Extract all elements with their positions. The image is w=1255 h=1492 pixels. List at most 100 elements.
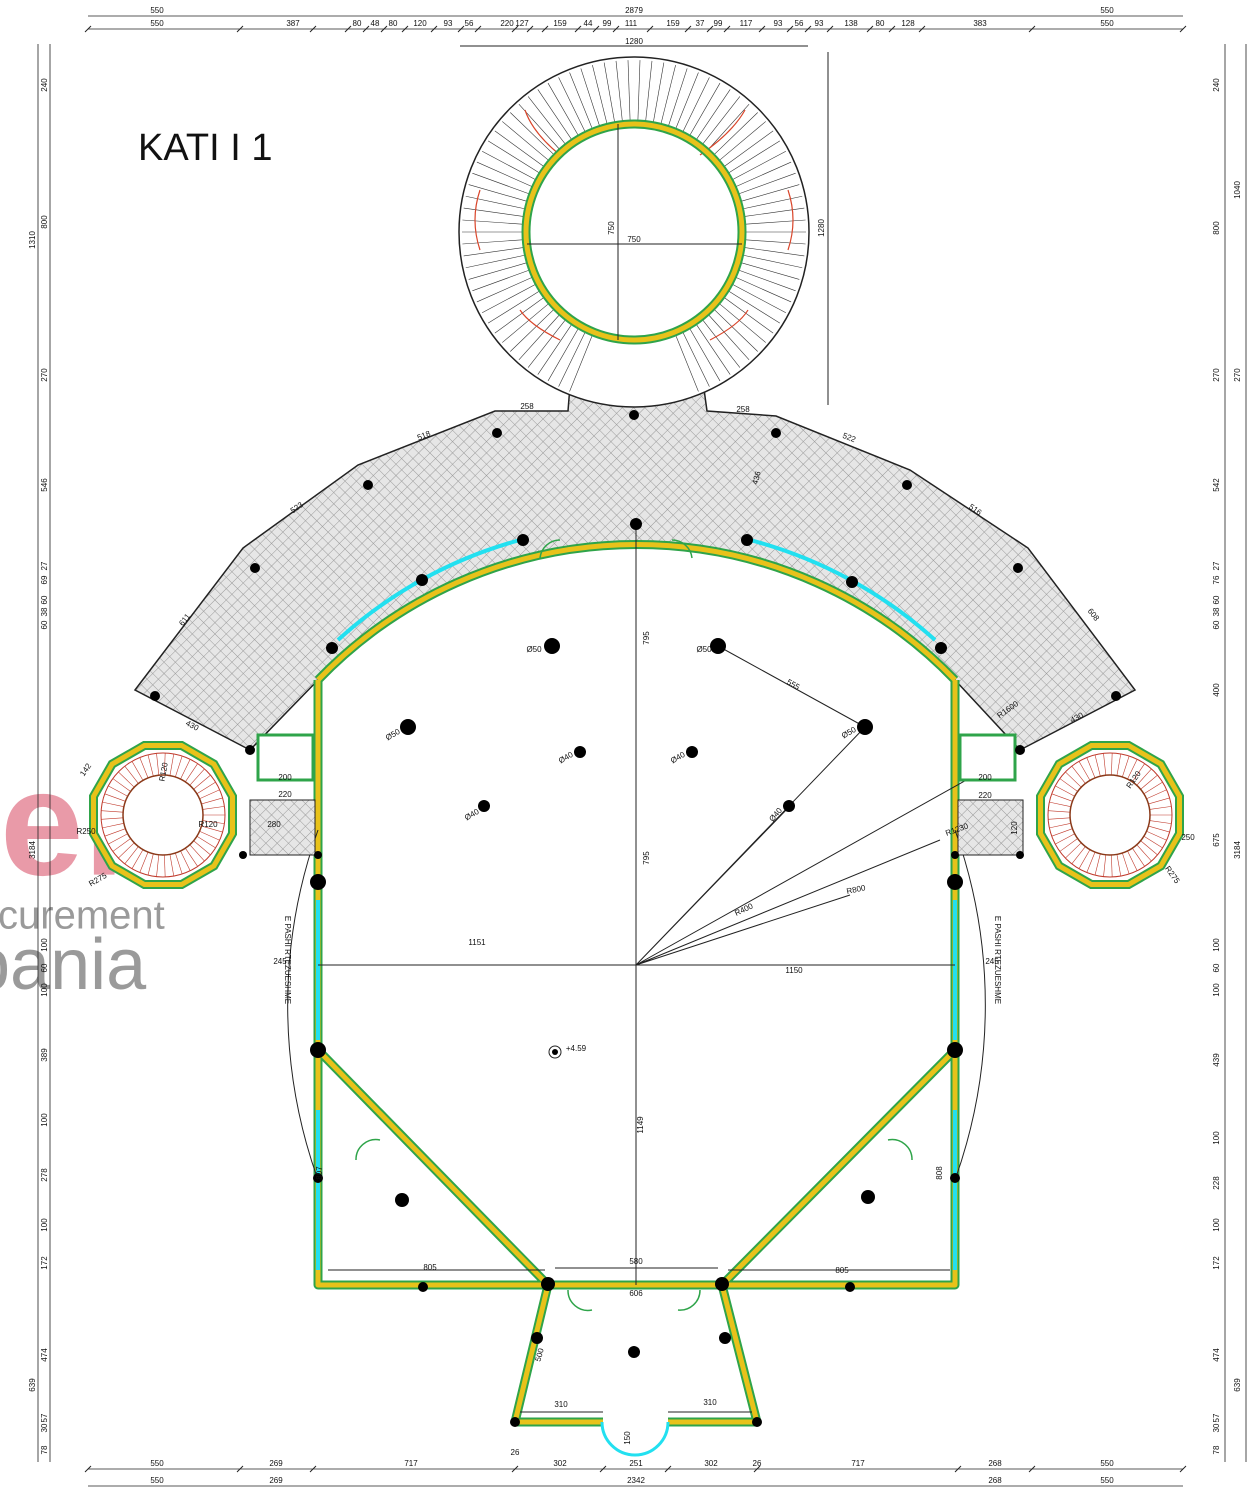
dimension-label: 639 <box>1233 1378 1242 1392</box>
column <box>1111 691 1121 701</box>
dimension-label: 310 <box>703 1398 717 1407</box>
dimension-label: 80 <box>353 19 362 28</box>
column <box>517 534 529 546</box>
dimension-label: 172 <box>1212 1256 1221 1270</box>
title: KATI I 1 <box>138 127 272 169</box>
dimension-label: 270 <box>40 368 49 382</box>
dimension-label: 120 <box>413 19 427 28</box>
dimension-label: 580 <box>629 1257 643 1266</box>
column <box>418 1282 428 1292</box>
column <box>719 1332 731 1344</box>
dimension-label: 240 <box>40 78 49 92</box>
dimension-label: 80 <box>389 19 398 28</box>
dimension-label: 99 <box>603 19 612 28</box>
column <box>1015 745 1025 755</box>
dimension-label: R800 <box>846 883 867 896</box>
dimension-label: 439 <box>1212 1053 1221 1067</box>
column <box>310 874 326 890</box>
dimension-label: 550 <box>1100 1476 1114 1485</box>
dimension-label: 2342 <box>627 1476 645 1485</box>
dimension-label: 220 <box>278 790 292 799</box>
column <box>395 1193 409 1207</box>
dimension-label: 280 <box>267 820 281 829</box>
column <box>400 719 416 735</box>
page: en curement bania KATI I 1 5502879550550… <box>0 0 1255 1492</box>
dimension-label: 60 <box>1212 963 1221 972</box>
column <box>510 1417 520 1427</box>
dimension-label: 100 <box>1212 1218 1221 1232</box>
dimension-label: R250 <box>76 827 96 836</box>
column <box>686 746 698 758</box>
dimension-label: 100 <box>40 983 49 997</box>
dimension-label: 310 <box>554 1400 568 1409</box>
dimension-label: 159 <box>666 19 680 28</box>
dimension-label: 675 <box>1212 833 1221 847</box>
dimension-label: +4.59 <box>566 1044 587 1053</box>
dimension-label: 278 <box>40 1168 49 1182</box>
dimension-label: Ø50 <box>696 645 712 654</box>
dimension-label: 258 <box>736 405 750 414</box>
column <box>950 1173 960 1183</box>
dimension-label: 270 <box>1212 368 1221 382</box>
column <box>492 428 502 438</box>
dimension-label: 60 <box>1212 620 1221 629</box>
dimension-label: 37 <box>696 19 705 28</box>
column <box>478 800 490 812</box>
dimension-label: Ø50 <box>384 727 402 743</box>
column <box>857 719 873 735</box>
dimension-label: R275 <box>1163 864 1182 885</box>
dimension-label: 1150 <box>785 966 803 975</box>
column <box>314 851 322 859</box>
dimension-label: 550 <box>150 6 164 15</box>
dimension-label: 27 <box>40 561 49 570</box>
column <box>552 1049 558 1055</box>
dimension-label: 383 <box>973 19 987 28</box>
dimension-label: R120 <box>198 820 218 829</box>
dimension-label: E PASHI RTEZUESHME <box>283 916 292 1004</box>
dimension-label: Ø40 <box>557 750 575 766</box>
column <box>710 638 726 654</box>
dimension-label: 240 <box>1212 78 1221 92</box>
dimension-label: 78 <box>1212 1445 1221 1454</box>
dimension-label: 268 <box>988 1476 1002 1485</box>
dimension-label: 172 <box>40 1256 49 1270</box>
column <box>245 745 255 755</box>
column <box>935 642 947 654</box>
dimension-label: 26 <box>511 1448 520 1457</box>
column <box>715 1277 729 1291</box>
dimension-label: 30 <box>1212 1423 1221 1432</box>
dimension-label: 93 <box>444 19 453 28</box>
dimension-label: 150 <box>623 1431 632 1445</box>
dimension-label: 550 <box>1100 19 1114 28</box>
column <box>630 518 642 530</box>
dimension-label: 30 <box>40 1423 49 1432</box>
column <box>531 1332 543 1344</box>
dimension-label: 1280 <box>625 37 643 46</box>
dimension-label: 100 <box>1212 938 1221 952</box>
dimension-label: 200 <box>278 773 292 782</box>
dimension-label: 550 <box>150 1476 164 1485</box>
dimension-label: 100 <box>1212 1131 1221 1145</box>
column <box>326 642 338 654</box>
dimension-label: 550 <box>150 19 164 28</box>
dimension-label: 117 <box>740 19 753 28</box>
dimension-label: 800 <box>40 215 49 229</box>
dimension-label: E PASHI RTEZUESHME <box>993 916 1002 1004</box>
column <box>846 576 858 588</box>
column <box>239 851 247 859</box>
column <box>861 1190 875 1204</box>
dimension-label: 57 <box>40 1413 49 1422</box>
dimension-label: 750 <box>607 221 616 235</box>
dimension-label: 269 <box>269 1476 283 1485</box>
dimension-label: 1149 <box>636 1116 645 1134</box>
dimension-label: 3184 <box>28 841 37 859</box>
dimension-label: 48 <box>371 19 380 28</box>
dimension-label: 93 <box>815 19 824 28</box>
dimension-label: 80 <box>876 19 885 28</box>
dimension-label: 60 <box>40 963 49 972</box>
dimension-label: 56 <box>795 19 804 28</box>
dimension-label: 93 <box>774 19 783 28</box>
dimension-label: 805 <box>835 1266 849 1275</box>
column <box>628 1346 640 1358</box>
column <box>845 1282 855 1292</box>
